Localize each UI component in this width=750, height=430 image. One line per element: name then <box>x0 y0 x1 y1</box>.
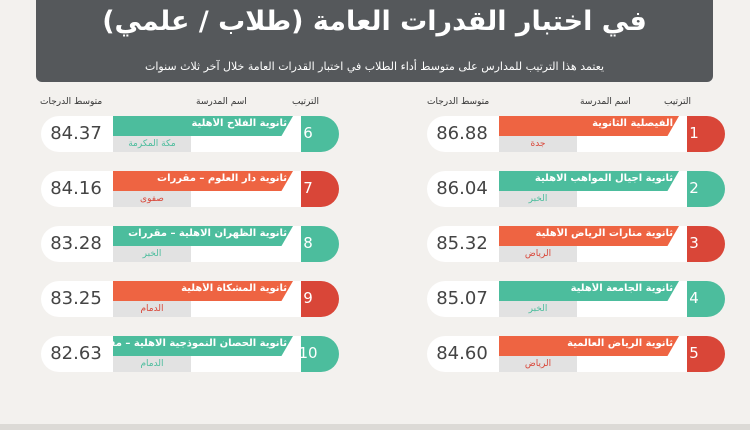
school-city: الرياض <box>499 246 577 262</box>
column-header-score-right: متوسط الدرجات <box>427 97 490 107</box>
score-pill <box>427 116 499 152</box>
score-pill <box>427 171 499 207</box>
school-row: 3 ثانوية منارات الرياض الأهلية الرياض 85.32 <box>427 224 725 264</box>
rank-number: 3 <box>689 234 699 252</box>
column-header-rank-right: الترتيب <box>664 97 691 107</box>
school-row: 10 ثانوية الحصان النموذجية الاهلية – مقرر… <box>41 334 339 374</box>
school-score: 84.60 <box>436 343 488 364</box>
school-name: ثانوية الظهران الاهلية – مقررات <box>128 228 287 239</box>
name-band <box>101 336 293 356</box>
school-city: الخبر <box>499 301 577 317</box>
column-header-school-left: اسم المدرسة <box>196 97 247 107</box>
school-city: الدمام <box>113 356 191 372</box>
school-score: 86.04 <box>436 178 488 199</box>
school-name: ثانوية الحصان النموذجية الاهلية – مقررات <box>111 338 287 349</box>
school-city: الخبر <box>499 191 577 207</box>
rank-number: 1 <box>689 124 699 142</box>
school-score: 83.28 <box>50 233 102 254</box>
school-city: الدمام <box>113 301 191 317</box>
name-band <box>101 226 293 246</box>
school-name: الفيصلية الثانوية <box>592 118 673 129</box>
name-band <box>101 116 293 136</box>
school-row: 8 ثانوية الظهران الاهلية – مقررات الخبر 83.… <box>41 224 339 264</box>
footer-strip <box>0 424 750 430</box>
score-pill <box>41 281 113 317</box>
school-row: 9 ثانوية المشكاة الأهلية الدمام 83.25 <box>41 279 339 319</box>
header-banner: في اختبار القدرات العامة (طلاب / علمي) ي… <box>36 0 713 82</box>
school-row: 2 ثانوية اجيال المواهب الاهلية الخبر 86.04 <box>427 169 725 209</box>
score-pill <box>427 226 499 262</box>
school-name: ثانوية الجامعة الأهلية <box>570 283 673 294</box>
school-city: الخبر <box>113 246 191 262</box>
name-band <box>101 281 293 301</box>
name-band <box>487 226 679 246</box>
school-name: ثانوية منارات الرياض الأهلية <box>535 228 673 239</box>
school-score: 85.07 <box>436 288 488 309</box>
rank-number: 5 <box>689 344 699 362</box>
school-city: الرياض <box>499 356 577 372</box>
column-header-rank-left: الترتيب <box>292 97 319 107</box>
school-name: ثانوية الفلاح الأهلية <box>191 118 287 129</box>
score-pill <box>427 336 499 372</box>
school-row: 6 ثانوية الفلاح الأهلية مكة المكرمة 84.37 <box>41 114 339 154</box>
school-score: 85.32 <box>436 233 488 254</box>
name-band <box>487 281 679 301</box>
name-band <box>487 336 679 356</box>
school-name: ثانوية الرياض العالمية <box>567 338 673 349</box>
school-city: مكة المكرمة <box>113 136 191 152</box>
score-pill <box>41 336 113 372</box>
school-score: 84.16 <box>50 178 102 199</box>
school-name: ثانوية المشكاة الأهلية <box>181 283 287 294</box>
name-band <box>487 171 679 191</box>
score-pill <box>41 171 113 207</box>
score-pill <box>427 281 499 317</box>
column-header-score-left: متوسط الدرجات <box>40 97 103 107</box>
score-pill <box>41 116 113 152</box>
rank-number: 8 <box>303 234 313 252</box>
school-row: 7 ثانوية دار العلوم – مقررات صفوى 84.16 <box>41 169 339 209</box>
school-name: ثانوية دار العلوم – مقررات <box>157 173 287 184</box>
name-band <box>487 116 679 136</box>
school-score: 86.88 <box>436 123 488 144</box>
rank-number: 7 <box>303 179 313 197</box>
rank-number: 9 <box>303 289 313 307</box>
rank-number: 6 <box>303 124 313 142</box>
school-score: 82.63 <box>50 343 102 364</box>
school-name: ثانوية اجيال المواهب الاهلية <box>534 173 673 184</box>
page-title: في اختبار القدرات العامة (طلاب / علمي) <box>102 6 647 37</box>
school-row: 5 ثانوية الرياض العالمية الرياض 84.60 <box>427 334 725 374</box>
name-band <box>101 171 293 191</box>
school-city: صفوى <box>113 191 191 207</box>
rank-number: 2 <box>689 179 699 197</box>
school-row: 1 الفيصلية الثانوية جدة 86.88 <box>427 114 725 154</box>
school-row: 4 ثانوية الجامعة الأهلية الخبر 85.07 <box>427 279 725 319</box>
page-subtitle: يعتمد هذا الترتيب للمدارس على متوسط أداء… <box>144 60 605 73</box>
score-pill <box>41 226 113 262</box>
school-score: 83.25 <box>50 288 102 309</box>
school-city: جدة <box>499 136 577 152</box>
school-score: 84.37 <box>50 123 102 144</box>
rank-number: 4 <box>689 289 699 307</box>
column-header-school-right: اسم المدرسة <box>580 97 631 107</box>
rank-number: 10 <box>298 344 318 362</box>
